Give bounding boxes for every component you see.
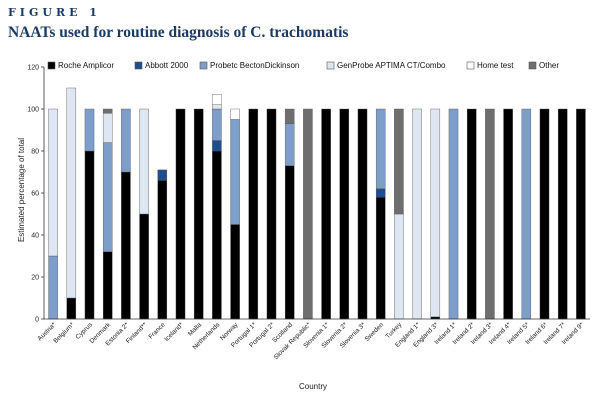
- x-tick-label: Malta: [187, 321, 203, 337]
- bar-segment: [66, 297, 77, 320]
- bar-segment: [412, 108, 422, 320]
- bar-segment: [503, 108, 513, 320]
- figure-label: FIGURE 1: [8, 6, 101, 19]
- bar-segment: [212, 94, 222, 106]
- bar-segment: [102, 142, 113, 253]
- legend-swatch: [466, 61, 475, 70]
- y-tick-label: 0: [35, 317, 39, 324]
- bar-segment: [539, 108, 550, 320]
- bar-segment: [230, 119, 240, 225]
- bar-segment: [66, 87, 77, 299]
- bar-segment: [339, 108, 350, 320]
- bar-segment: [466, 108, 477, 320]
- bar-segment: [48, 255, 58, 320]
- y-tick-label: 60: [31, 191, 39, 198]
- bar-segment: [102, 251, 113, 320]
- bar-segment: [375, 196, 386, 320]
- bar-segment: [284, 108, 295, 124]
- legend-label: Other: [539, 61, 559, 70]
- bar-segment: [212, 108, 222, 141]
- legend-swatch: [134, 61, 143, 70]
- y-tick-label: 20: [31, 275, 39, 282]
- bar-segment: [84, 108, 95, 152]
- bar-segment: [375, 108, 386, 190]
- bar-segment: [230, 224, 240, 320]
- bar-segment: [175, 108, 186, 320]
- bar-segment: [521, 108, 532, 320]
- legend-label: Abbott 2000: [145, 61, 189, 70]
- bar-segment: [430, 108, 441, 318]
- bar-segment: [212, 150, 222, 320]
- bar-segment: [230, 108, 240, 120]
- x-axis-label: Country: [299, 382, 327, 391]
- x-tick-label: Sweden: [364, 321, 386, 343]
- legend-label: Home test: [477, 61, 514, 70]
- bar-segment: [448, 108, 459, 320]
- legend-swatch: [47, 61, 56, 70]
- legend-swatch: [326, 61, 335, 70]
- bar-segment: [121, 108, 131, 173]
- bar-segment: [357, 108, 368, 320]
- figure-title: NAATs used for routine diagnosis of C. t…: [8, 24, 349, 41]
- bar-segment: [157, 180, 168, 320]
- legend-label: Roche Amplicor: [58, 61, 114, 70]
- bar-segment: [375, 188, 386, 198]
- x-tick-label: Belgium*: [52, 321, 76, 345]
- bar-segment: [102, 112, 113, 143]
- bar-segment: [48, 108, 58, 257]
- bar-segment: [284, 123, 295, 166]
- bar-segment: [157, 169, 168, 181]
- bar-segment: [321, 108, 331, 320]
- bar-segment: [212, 140, 222, 152]
- legend-label: Probetc BectonDickinson: [210, 61, 299, 70]
- bar-segment: [394, 213, 404, 320]
- bar-segment: [284, 165, 295, 320]
- bar-segment: [576, 108, 586, 320]
- bar-segment: [212, 104, 222, 110]
- y-tick-label: 40: [31, 233, 39, 240]
- bar-segment: [266, 108, 277, 320]
- bar-segment: [139, 213, 149, 320]
- y-axis-label: Estimated percentage of total: [17, 138, 26, 242]
- y-tick-label: 100: [27, 107, 39, 114]
- bar-segment: [248, 108, 259, 320]
- legend-label: GenProbe APTIMA CT/Combo: [337, 61, 446, 70]
- bar-segment: [84, 150, 95, 320]
- y-tick-label: 120: [27, 65, 39, 72]
- x-tick-label: Iceland*: [163, 321, 185, 343]
- bar-segment: [303, 108, 313, 320]
- bar-segment: [394, 108, 404, 215]
- bar-segment: [102, 108, 113, 114]
- y-tick-label: 80: [31, 149, 39, 156]
- bar-segment: [557, 108, 568, 320]
- bar-segment: [485, 108, 495, 320]
- bar-segment: [193, 108, 204, 320]
- bar-segment: [121, 171, 131, 320]
- bar-segment: [139, 108, 149, 215]
- legend-swatch: [199, 61, 208, 70]
- legend-swatch: [528, 61, 537, 70]
